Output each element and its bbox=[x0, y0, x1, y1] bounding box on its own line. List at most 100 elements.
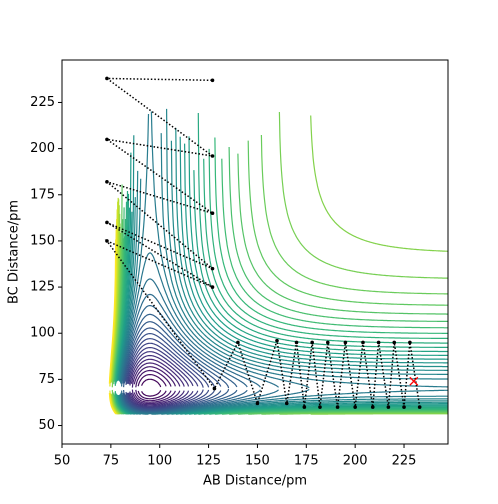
contour-line bbox=[123, 388, 230, 412]
contour-line bbox=[184, 143, 448, 360]
contour-line bbox=[170, 140, 448, 371]
contour-line bbox=[125, 389, 210, 410]
contour-line bbox=[128, 351, 194, 387]
contour-plot bbox=[108, 108, 448, 415]
trajectory-point bbox=[353, 405, 357, 409]
x-tick-label: 50 bbox=[54, 454, 71, 469]
contour-line bbox=[119, 113, 150, 382]
contour-line bbox=[310, 413, 448, 415]
trajectory-point bbox=[370, 405, 375, 409]
trajectory-point bbox=[302, 405, 307, 409]
contour-line bbox=[120, 252, 310, 389]
contour-line bbox=[161, 395, 448, 415]
y-tick-label: 75 bbox=[38, 372, 55, 387]
contour-line bbox=[171, 400, 448, 415]
x-tick-label: 150 bbox=[245, 454, 270, 469]
contour-line bbox=[131, 389, 181, 405]
contour-line bbox=[125, 337, 210, 388]
contour-line bbox=[278, 111, 448, 279]
contour-line bbox=[108, 239, 117, 384]
contour-line bbox=[184, 404, 448, 415]
contour-line bbox=[221, 158, 448, 329]
y-tick-label: 225 bbox=[30, 95, 55, 110]
trajectory-point bbox=[318, 405, 322, 409]
trajectory-point bbox=[392, 340, 397, 345]
contour-line bbox=[260, 134, 448, 295]
y-tick-label: 125 bbox=[30, 280, 55, 295]
y-tick-label: 50 bbox=[38, 418, 55, 433]
contour-line bbox=[108, 392, 117, 415]
x-tick-label: 225 bbox=[392, 454, 417, 469]
y-tick-label: 150 bbox=[30, 233, 55, 248]
contour-line bbox=[180, 403, 448, 415]
contour-line bbox=[141, 389, 162, 397]
x-axis-label: AB Distance/pm bbox=[203, 474, 307, 489]
trajectory-point bbox=[210, 78, 215, 83]
contour-line bbox=[131, 362, 181, 388]
contour-line bbox=[119, 178, 142, 382]
contour-line bbox=[127, 347, 199, 387]
contour-line bbox=[123, 321, 230, 389]
contour-line bbox=[130, 390, 185, 406]
contour-line bbox=[166, 108, 448, 375]
y-tick-label: 100 bbox=[30, 326, 55, 341]
contour-line bbox=[151, 389, 448, 415]
contour-line bbox=[123, 390, 222, 411]
contour-line bbox=[197, 112, 448, 348]
contour-line bbox=[129, 390, 190, 407]
contour-line bbox=[137, 374, 167, 387]
contour-line bbox=[208, 148, 448, 339]
trajectory bbox=[104, 76, 422, 409]
contour-line bbox=[175, 401, 448, 415]
contour-line bbox=[237, 153, 448, 315]
trajectory-point bbox=[326, 340, 330, 345]
contour-line bbox=[188, 136, 448, 356]
trajectory-point bbox=[408, 340, 412, 345]
contour-line bbox=[203, 158, 448, 344]
start-marker bbox=[409, 376, 419, 386]
contour-line bbox=[118, 170, 139, 381]
axes-frame bbox=[61, 59, 449, 445]
x-tick-label: 100 bbox=[147, 454, 172, 469]
x-tick-label: 75 bbox=[103, 454, 120, 469]
trajectory-point bbox=[343, 340, 348, 345]
contour-line bbox=[122, 313, 238, 388]
contour-line bbox=[137, 390, 167, 400]
contour-line bbox=[127, 390, 199, 409]
contour-line bbox=[160, 133, 448, 380]
contour-line bbox=[120, 278, 279, 388]
contour-line bbox=[135, 369, 172, 388]
contour-line bbox=[135, 389, 172, 402]
y-tick-label: 175 bbox=[30, 187, 55, 202]
contour-line bbox=[130, 358, 185, 387]
x-tick-label: 125 bbox=[196, 454, 221, 469]
contour-line bbox=[126, 342, 204, 388]
contour-line bbox=[214, 137, 448, 334]
contour-line bbox=[193, 406, 448, 415]
contour-line bbox=[121, 293, 261, 388]
contour-line bbox=[310, 115, 448, 252]
contour-line bbox=[141, 378, 162, 388]
contour-line bbox=[124, 333, 215, 388]
contour-line bbox=[150, 111, 448, 388]
trajectory-path bbox=[104, 77, 421, 408]
contour-line bbox=[124, 389, 215, 411]
contour-line bbox=[123, 327, 222, 387]
y-tick-label: 200 bbox=[30, 141, 55, 156]
x-tick-label: 175 bbox=[294, 454, 319, 469]
contour-line bbox=[228, 146, 448, 322]
contour-line bbox=[133, 366, 176, 387]
contour-line bbox=[129, 354, 190, 387]
contour-line bbox=[247, 140, 448, 306]
trajectory-point bbox=[417, 405, 422, 409]
contour-line bbox=[128, 390, 194, 408]
contour-line bbox=[133, 390, 176, 403]
contour-line bbox=[126, 389, 204, 409]
y-axis-label: BC Distance/pm bbox=[7, 200, 22, 304]
contour-line bbox=[175, 127, 448, 368]
trajectory-point bbox=[284, 401, 289, 406]
contour-line bbox=[193, 170, 448, 353]
x-tick-label: 200 bbox=[343, 454, 368, 469]
contour-line bbox=[122, 305, 248, 388]
